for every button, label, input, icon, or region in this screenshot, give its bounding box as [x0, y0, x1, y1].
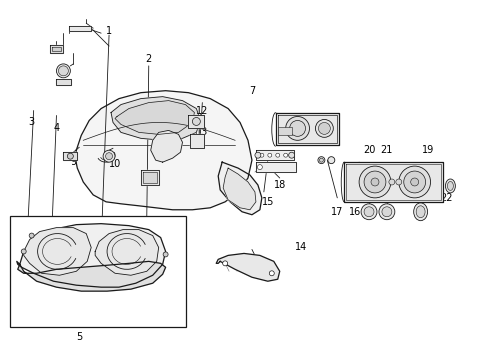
Text: 9: 9	[70, 157, 76, 167]
Polygon shape	[142, 172, 156, 183]
Circle shape	[103, 150, 115, 162]
Text: 1: 1	[106, 26, 112, 36]
Circle shape	[289, 121, 305, 136]
Circle shape	[398, 166, 429, 198]
Text: 18: 18	[273, 180, 285, 190]
Text: 22: 22	[439, 193, 452, 203]
Circle shape	[288, 152, 294, 158]
Text: 20: 20	[362, 145, 374, 155]
Polygon shape	[95, 230, 158, 275]
Circle shape	[319, 158, 323, 162]
Bar	[10, 216, 186, 327]
Ellipse shape	[415, 206, 424, 218]
Circle shape	[358, 166, 390, 198]
Circle shape	[283, 153, 287, 157]
Circle shape	[254, 152, 260, 158]
Circle shape	[318, 122, 330, 134]
Polygon shape	[49, 45, 63, 53]
Text: 16: 16	[348, 207, 361, 217]
Text: 15: 15	[261, 197, 273, 207]
Circle shape	[56, 64, 70, 78]
Polygon shape	[51, 47, 61, 51]
Polygon shape	[56, 79, 71, 85]
Ellipse shape	[447, 181, 452, 190]
Circle shape	[285, 117, 309, 140]
Circle shape	[267, 153, 271, 157]
Circle shape	[395, 179, 401, 185]
Polygon shape	[218, 162, 262, 215]
Polygon shape	[111, 96, 200, 140]
Circle shape	[388, 179, 394, 185]
Polygon shape	[150, 130, 182, 162]
Polygon shape	[18, 261, 165, 291]
Text: 10: 10	[109, 159, 121, 169]
Text: 21: 21	[380, 145, 392, 155]
Polygon shape	[223, 168, 255, 210]
Text: 6: 6	[56, 312, 62, 322]
Text: 11: 11	[146, 177, 159, 187]
Circle shape	[269, 271, 274, 276]
Polygon shape	[190, 134, 204, 148]
Circle shape	[29, 233, 34, 238]
Text: 14: 14	[295, 243, 307, 252]
Text: 12: 12	[196, 105, 208, 116]
Polygon shape	[255, 150, 293, 160]
Text: 17: 17	[330, 207, 343, 217]
Circle shape	[364, 207, 373, 217]
Circle shape	[192, 117, 200, 125]
Circle shape	[327, 157, 334, 164]
Ellipse shape	[413, 203, 427, 221]
Text: 19: 19	[422, 145, 434, 155]
Circle shape	[259, 153, 264, 157]
Circle shape	[317, 157, 324, 164]
Circle shape	[403, 171, 425, 193]
Circle shape	[105, 153, 112, 159]
Circle shape	[360, 204, 376, 220]
Circle shape	[59, 66, 68, 76]
Polygon shape	[75, 91, 251, 210]
Circle shape	[381, 207, 391, 217]
Polygon shape	[188, 114, 204, 129]
Ellipse shape	[445, 179, 454, 193]
Polygon shape	[275, 113, 339, 145]
Text: 8: 8	[80, 282, 86, 292]
Polygon shape	[216, 253, 279, 281]
Circle shape	[315, 120, 333, 137]
Circle shape	[378, 204, 394, 220]
Circle shape	[410, 178, 418, 186]
Polygon shape	[277, 114, 337, 143]
Polygon shape	[17, 224, 165, 287]
Circle shape	[257, 165, 262, 170]
Polygon shape	[24, 228, 91, 275]
Polygon shape	[255, 162, 295, 172]
Polygon shape	[115, 100, 194, 134]
Circle shape	[67, 153, 73, 159]
Polygon shape	[141, 170, 158, 185]
Text: 4: 4	[53, 123, 60, 134]
Polygon shape	[346, 164, 441, 200]
Text: 13: 13	[196, 127, 208, 138]
Circle shape	[364, 171, 385, 193]
Circle shape	[275, 153, 279, 157]
Circle shape	[21, 249, 26, 254]
Text: 2: 2	[145, 54, 152, 64]
Text: 7: 7	[248, 86, 255, 96]
Circle shape	[163, 252, 168, 257]
Circle shape	[222, 261, 227, 266]
Polygon shape	[63, 152, 77, 160]
Circle shape	[370, 178, 378, 186]
Polygon shape	[344, 162, 443, 202]
Polygon shape	[69, 26, 91, 31]
Text: 3: 3	[28, 117, 35, 127]
Bar	[277, 127, 291, 135]
Text: 5: 5	[76, 332, 82, 342]
